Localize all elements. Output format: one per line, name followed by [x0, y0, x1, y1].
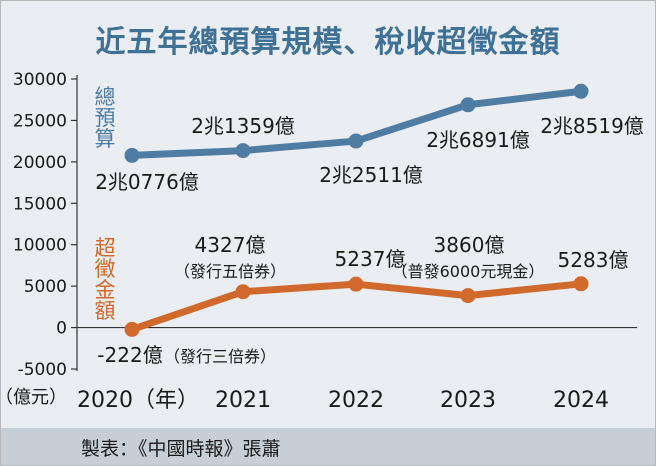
data-point: [460, 288, 476, 304]
footer-bar: 製表：《中國時報》張蕭: [1, 428, 655, 465]
series-name-char: 超: [95, 236, 116, 260]
x-tick-label: 2021: [215, 388, 271, 413]
series-name-char: 總: [95, 85, 116, 109]
data-point: [348, 133, 364, 149]
data-label: 2兆2511億: [319, 163, 423, 187]
y-tick-label: 10000: [13, 236, 67, 256]
data-point: [573, 83, 589, 99]
y-tick-label: 0: [56, 319, 67, 339]
data-label: 3860億: [434, 233, 505, 257]
data-label: -222億: [97, 343, 162, 367]
x-tick-label: 2022: [328, 388, 384, 413]
series-name-char: 預: [95, 106, 116, 130]
y-tick-label: 20000: [13, 153, 67, 173]
y-tick-label: -5000: [18, 360, 67, 380]
y-tick-label: 30000: [13, 70, 67, 90]
data-annotation: （普發6000元現金）: [392, 262, 545, 281]
data-point: [460, 97, 476, 113]
data-point: [124, 321, 140, 337]
data-label: 5283億: [558, 248, 629, 272]
series-name-char: 徵: [95, 257, 116, 281]
line-chart: 30000 25000 20000 15000 10000 5000 0 -5000 （億元） 2…: [1, 70, 644, 413]
x-tick-label: 2020（年）: [77, 388, 199, 413]
series-name-char: 算: [95, 127, 116, 151]
data-label: 4327億: [195, 233, 266, 257]
x-tick-label: 2023: [440, 388, 496, 413]
chart-title: 近五年總預算規模、稅收超徵金額: [95, 25, 561, 60]
data-point: [235, 143, 251, 159]
data-point: [573, 276, 589, 292]
x-tick-label: 2024: [553, 388, 609, 413]
data-annotation: （發行三倍券）: [164, 347, 276, 366]
y-tick-label: 15000: [13, 194, 67, 214]
data-label: 2兆0776億: [95, 170, 199, 194]
data-label: 2兆8519億: [540, 114, 644, 138]
data-point: [235, 284, 251, 300]
y-unit-label: （億元）: [1, 387, 67, 408]
data-label: 2兆1359億: [191, 114, 295, 138]
y-tick-label: 25000: [13, 111, 67, 131]
data-label: 2兆6891億: [426, 128, 530, 152]
data-annotation: （發行五倍券）: [174, 262, 286, 281]
data-point: [124, 147, 140, 163]
y-tick-label: 5000: [24, 277, 67, 297]
data-point: [348, 276, 364, 292]
series-name-char: 金: [95, 278, 116, 302]
series-name-char: 額: [95, 299, 116, 323]
credit-text: 製表：《中國時報》張蕭: [81, 438, 281, 460]
data-label: 5237億: [335, 247, 406, 271]
